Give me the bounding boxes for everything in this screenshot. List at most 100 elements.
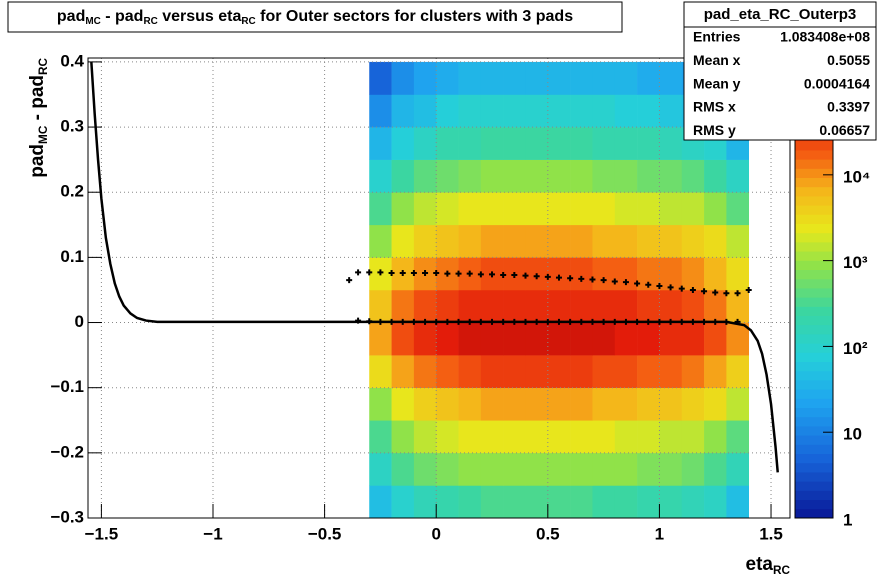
- x-tick-label: 1.5: [759, 524, 783, 543]
- stats-label: Mean y: [693, 75, 741, 91]
- heat-cell: [547, 289, 571, 323]
- profile-point: [645, 281, 652, 288]
- heat-cell: [525, 159, 549, 193]
- heat-cell: [614, 257, 638, 291]
- heat-cell: [659, 485, 683, 519]
- color-step: [795, 186, 833, 197]
- color-step: [795, 370, 833, 381]
- heat-cell: [659, 224, 683, 258]
- heat-cell: [726, 224, 750, 258]
- heat-cell: [369, 61, 392, 95]
- heat-cell: [637, 94, 660, 128]
- heat-cell: [391, 127, 415, 160]
- heat-cell: [458, 289, 482, 323]
- heat-cell: [681, 257, 705, 291]
- heat-cell: [704, 355, 727, 388]
- color-step: [795, 499, 833, 510]
- heat-cell: [704, 485, 727, 519]
- heat-cell: [659, 289, 683, 323]
- heat-cell: [480, 127, 504, 160]
- heat-cell: [659, 387, 683, 421]
- color-step: [795, 251, 833, 261]
- color-step: [795, 140, 833, 151]
- heat-cell: [436, 452, 459, 486]
- profile-point: [533, 273, 540, 280]
- color-step: [795, 407, 833, 418]
- profile-point: [388, 270, 395, 277]
- color-step: [795, 168, 833, 178]
- heat-cell: [458, 94, 482, 128]
- subscript: RC: [773, 564, 790, 577]
- color-step: [795, 508, 833, 519]
- heat-cell: [503, 387, 526, 421]
- heat-cell: [637, 452, 660, 486]
- heat-cell: [592, 224, 616, 258]
- heat-cell: [525, 61, 549, 95]
- heat-cell: [547, 127, 571, 160]
- heat-cell: [458, 159, 482, 193]
- heat-cell: [614, 159, 638, 193]
- heat-cell: [413, 420, 437, 454]
- heat-cell: [614, 387, 638, 421]
- heat-cell: [547, 485, 571, 519]
- heat-cell: [436, 289, 459, 323]
- heat-cell: [369, 289, 392, 323]
- heat-cell: [614, 355, 638, 388]
- profile-point: [422, 270, 429, 277]
- subscript: MC: [37, 125, 50, 144]
- heat-cell: [369, 387, 392, 421]
- heat-cell: [480, 224, 504, 258]
- heat-cell: [547, 257, 571, 291]
- label-part: pad: [27, 144, 48, 178]
- stats-value: 0.0004164: [804, 75, 870, 91]
- profile-point: [444, 270, 451, 277]
- profile-point: [500, 271, 507, 278]
- heat-cell: [369, 94, 392, 128]
- heat-cell: [480, 420, 504, 454]
- color-step: [795, 352, 833, 362]
- color-step: [795, 462, 833, 473]
- profile-point: [555, 274, 562, 281]
- stats-frame: [683, 1, 877, 141]
- heat-cell: [592, 355, 616, 388]
- profile-point: [544, 273, 551, 280]
- heat-cell: [726, 387, 750, 421]
- x-tick-label: 0: [431, 524, 440, 543]
- heat-cell: [369, 224, 392, 258]
- heat-cell: [436, 159, 459, 193]
- color-step: [795, 260, 833, 270]
- y-tick-label: 0.3: [60, 117, 84, 136]
- y-tick-label: 0: [75, 312, 84, 331]
- heat-cell: [458, 322, 482, 356]
- profile-point: [511, 271, 518, 278]
- heat-cell: [369, 452, 392, 486]
- heat-cell: [637, 322, 660, 356]
- color-step: [795, 297, 833, 307]
- heat-cell: [547, 420, 571, 454]
- heat-cell: [681, 387, 705, 421]
- stats-name: pad_eta_RC_Outerp3: [704, 6, 857, 23]
- heat-cell: [458, 485, 482, 519]
- heat-cell: [525, 322, 549, 356]
- heat-cell: [458, 355, 482, 388]
- heat-cell: [704, 289, 727, 323]
- heat-cell: [726, 322, 750, 356]
- heat-cell: [525, 192, 549, 226]
- heat-cell: [525, 127, 549, 160]
- heat-cell: [480, 289, 504, 323]
- chart-title: padMC - padRC versus etaRC for Outer sec…: [57, 8, 573, 27]
- heat-cell: [391, 94, 415, 128]
- y-tick-label: −0.3: [50, 507, 84, 526]
- frame: [87, 57, 791, 519]
- profile-point: [466, 270, 473, 277]
- heat-cell: [525, 387, 549, 421]
- heat-cell: [413, 452, 437, 486]
- profile-point: [410, 270, 417, 277]
- heat-cell: [525, 224, 549, 258]
- color-step: [795, 472, 833, 482]
- label-part: for Outer sectors for clusters with 3 pa…: [256, 8, 574, 25]
- color-step: [795, 214, 833, 224]
- heat-cell: [458, 224, 482, 258]
- profile-point: [734, 290, 741, 297]
- heat-cell: [436, 192, 459, 226]
